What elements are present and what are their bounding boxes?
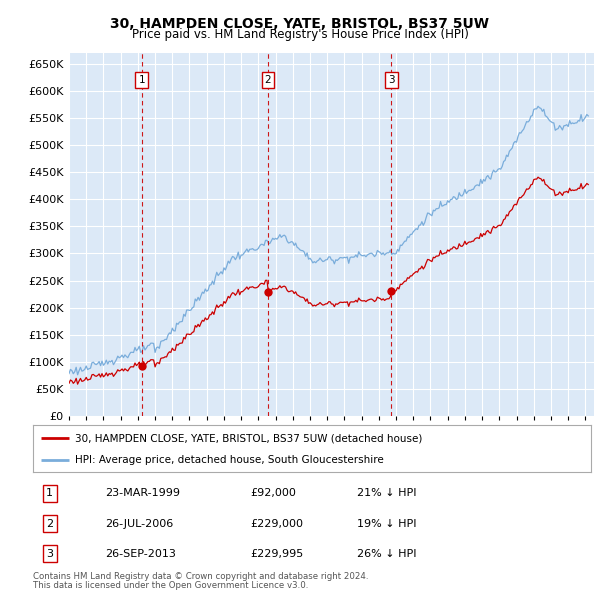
Text: 19% ↓ HPI: 19% ↓ HPI: [356, 519, 416, 529]
Text: £229,995: £229,995: [251, 549, 304, 559]
Text: £92,000: £92,000: [251, 489, 296, 499]
Text: 26% ↓ HPI: 26% ↓ HPI: [356, 549, 416, 559]
Text: 21% ↓ HPI: 21% ↓ HPI: [356, 489, 416, 499]
Text: Contains HM Land Registry data © Crown copyright and database right 2024.: Contains HM Land Registry data © Crown c…: [33, 572, 368, 581]
Text: 1: 1: [46, 489, 53, 499]
Text: 3: 3: [388, 75, 395, 85]
Text: 30, HAMPDEN CLOSE, YATE, BRISTOL, BS37 5UW: 30, HAMPDEN CLOSE, YATE, BRISTOL, BS37 5…: [110, 17, 490, 31]
Text: 26-SEP-2013: 26-SEP-2013: [106, 549, 176, 559]
Text: 2: 2: [46, 519, 53, 529]
Text: HPI: Average price, detached house, South Gloucestershire: HPI: Average price, detached house, Sout…: [75, 455, 383, 465]
Text: 3: 3: [46, 549, 53, 559]
Text: 26-JUL-2006: 26-JUL-2006: [106, 519, 174, 529]
Text: This data is licensed under the Open Government Licence v3.0.: This data is licensed under the Open Gov…: [33, 581, 308, 589]
Text: 23-MAR-1999: 23-MAR-1999: [106, 489, 181, 499]
Text: Price paid vs. HM Land Registry's House Price Index (HPI): Price paid vs. HM Land Registry's House …: [131, 28, 469, 41]
Text: £229,000: £229,000: [251, 519, 304, 529]
Text: 2: 2: [265, 75, 271, 85]
Text: 30, HAMPDEN CLOSE, YATE, BRISTOL, BS37 5UW (detached house): 30, HAMPDEN CLOSE, YATE, BRISTOL, BS37 5…: [75, 433, 422, 443]
Text: 1: 1: [139, 75, 145, 85]
